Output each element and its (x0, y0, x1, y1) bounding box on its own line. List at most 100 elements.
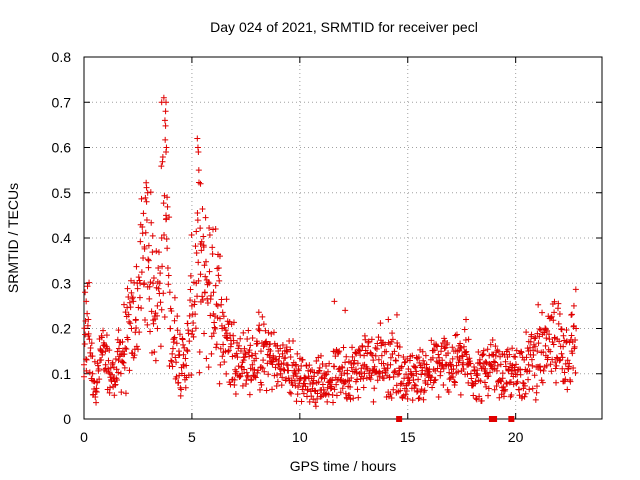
data-point (441, 335, 448, 342)
data-point (560, 343, 567, 350)
data-point (194, 135, 201, 142)
data-point (375, 334, 382, 341)
data-point (152, 316, 159, 323)
data-point (337, 389, 344, 396)
data-point (240, 329, 247, 336)
data-point (217, 345, 224, 352)
data-point (480, 347, 487, 354)
data-point (147, 279, 154, 286)
data-point (168, 308, 175, 315)
data-point (201, 262, 208, 269)
data-point (154, 312, 161, 319)
data-point (455, 368, 462, 375)
data-point (477, 378, 484, 385)
data-point (128, 277, 135, 284)
data-point (401, 359, 408, 366)
data-point (363, 375, 370, 382)
data-point (123, 346, 130, 353)
data-point (572, 336, 579, 343)
data-point (370, 398, 377, 405)
data-point (537, 326, 544, 333)
data-point (499, 375, 506, 382)
data-point (112, 381, 119, 388)
data-point (452, 379, 459, 386)
data-point (412, 382, 419, 389)
data-point (312, 403, 319, 410)
data-point (356, 348, 363, 355)
data-point (535, 363, 542, 370)
data-point (173, 359, 180, 366)
data-point (163, 144, 170, 151)
data-point (457, 391, 464, 398)
data-point (86, 336, 93, 343)
data-point (262, 327, 269, 334)
data-point (298, 362, 305, 369)
data-point (549, 356, 556, 363)
data-point (431, 377, 438, 384)
data-point (139, 223, 146, 230)
data-point (318, 375, 325, 382)
data-point (198, 238, 205, 245)
data-point (176, 331, 183, 338)
data-point (361, 361, 368, 368)
data-point (435, 394, 442, 401)
data-point (564, 357, 571, 364)
data-point (126, 299, 133, 306)
data-point (415, 395, 422, 402)
data-point (147, 189, 154, 196)
data-point (83, 367, 90, 374)
data-point (233, 368, 240, 375)
data-point (502, 386, 509, 393)
data-point (199, 205, 206, 212)
data-point (152, 357, 159, 364)
data-point (215, 272, 222, 279)
data-point (489, 336, 496, 343)
data-point (428, 374, 435, 381)
data-point (127, 320, 134, 327)
data-point (232, 352, 239, 359)
data-point (312, 399, 319, 406)
data-point (207, 312, 214, 319)
data-point (205, 364, 212, 371)
data-point (522, 390, 529, 397)
data-point (567, 378, 574, 385)
data-point (203, 355, 210, 362)
data-point (199, 293, 206, 300)
data-point (341, 370, 348, 377)
data-point (237, 335, 244, 342)
data-point (256, 386, 263, 393)
data-point (202, 214, 209, 221)
data-point (536, 333, 543, 340)
data-point (404, 375, 411, 382)
data-point (84, 310, 91, 317)
data-point (241, 345, 248, 352)
data-point (276, 353, 283, 360)
data-point (330, 399, 337, 406)
data-point (486, 352, 493, 359)
data-point (299, 386, 306, 393)
data-point (248, 376, 255, 383)
data-point (196, 349, 203, 356)
data-point (163, 212, 170, 219)
data-point (167, 325, 174, 332)
data-point (246, 353, 253, 360)
data-point (264, 360, 271, 367)
data-point (442, 344, 449, 351)
data-point (295, 384, 302, 391)
data-point (254, 340, 261, 347)
data-point (244, 335, 251, 342)
data-point (347, 383, 354, 390)
data-point (463, 351, 470, 358)
data-point (432, 376, 439, 383)
data-point (527, 338, 534, 345)
data-point (216, 277, 223, 284)
data-point (183, 362, 190, 369)
data-point (374, 340, 381, 347)
data-point (174, 327, 181, 334)
data-point (89, 370, 96, 377)
data-point (158, 163, 165, 170)
data-point (525, 347, 532, 354)
data-point (119, 359, 126, 366)
data-point (388, 395, 395, 402)
